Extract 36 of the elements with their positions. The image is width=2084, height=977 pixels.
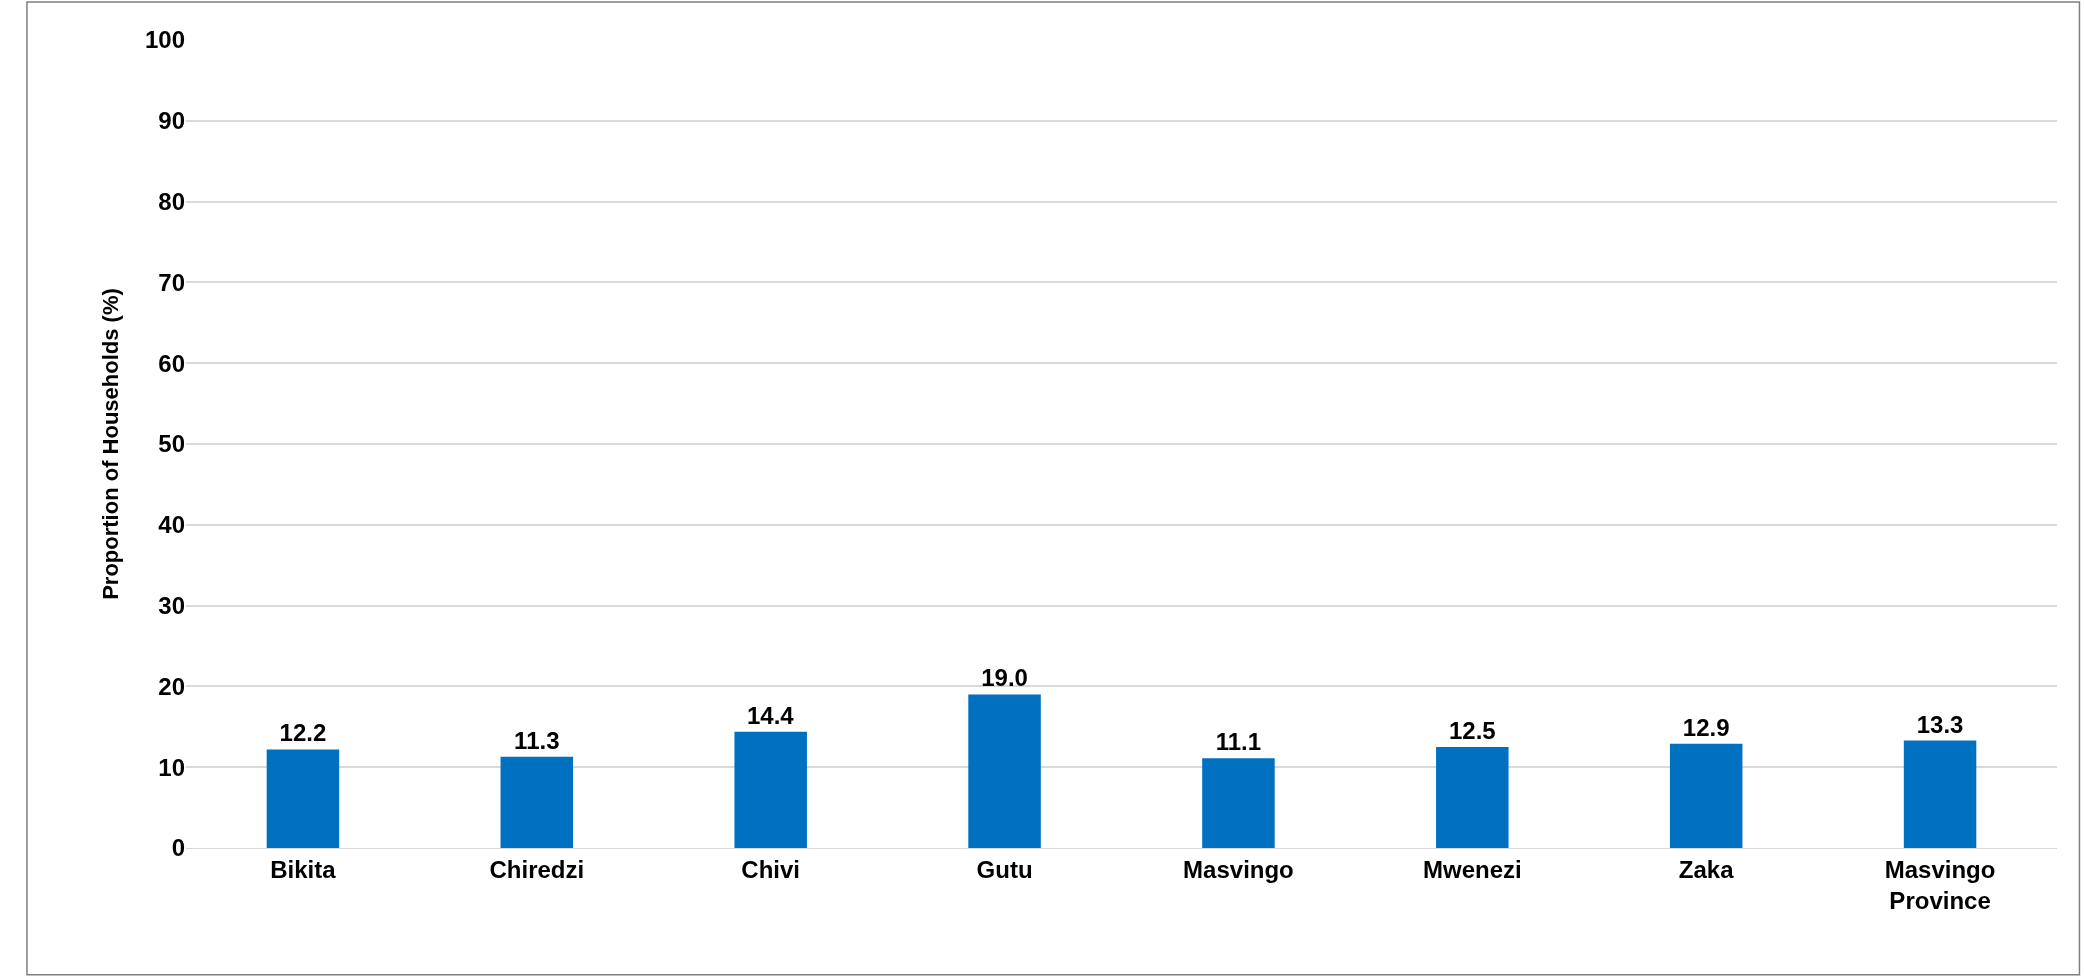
y-tick-label: 0 [171, 834, 185, 862]
x-tick-label: Gutu [976, 855, 1033, 883]
bar [1202, 758, 1275, 848]
data-label: 12.9 [1682, 713, 1730, 741]
bar [1903, 740, 1977, 848]
data-label: 12.5 [1448, 717, 1496, 744]
y-tick-label: 70 [158, 268, 185, 296]
data-label: 11.3 [514, 726, 560, 754]
x-tick-label: Masvingo [1183, 855, 1294, 883]
x-tick-label: Masvingo Province [1884, 855, 1996, 914]
bar [1436, 747, 1509, 848]
y-tick-label: 30 [158, 592, 185, 619]
bar [266, 749, 340, 848]
y-tick-label: 100 [144, 26, 185, 54]
data-label: 11.1 [1215, 728, 1262, 756]
bar [734, 731, 807, 848]
x-tick-label: Bikita [270, 855, 337, 883]
x-tick-label: Mwenezi [1422, 855, 1522, 883]
y-tick-label: 40 [158, 511, 185, 539]
data-label: 19.0 [981, 664, 1028, 692]
y-tick-label: 80 [158, 188, 185, 215]
bar [500, 756, 574, 848]
data-label: 14.4 [747, 701, 795, 729]
x-tick-label: Chiredzi [489, 855, 585, 883]
data-label: 13.3 [1916, 710, 1964, 738]
y-axis-title: Proportion of Households (%) [97, 288, 123, 600]
y-tick-label: 10 [158, 753, 185, 781]
y-tick-label: 90 [158, 107, 185, 135]
bar [1669, 743, 1743, 848]
y-tick-label: 60 [158, 349, 185, 377]
y-tick-label: 20 [158, 672, 185, 700]
y-tick-label: 50 [158, 430, 185, 458]
bar [968, 694, 1041, 848]
x-tick-label: Zaka [1678, 855, 1735, 883]
x-tick-label: Chivi [741, 855, 801, 883]
data-label: 12.2 [279, 719, 327, 747]
